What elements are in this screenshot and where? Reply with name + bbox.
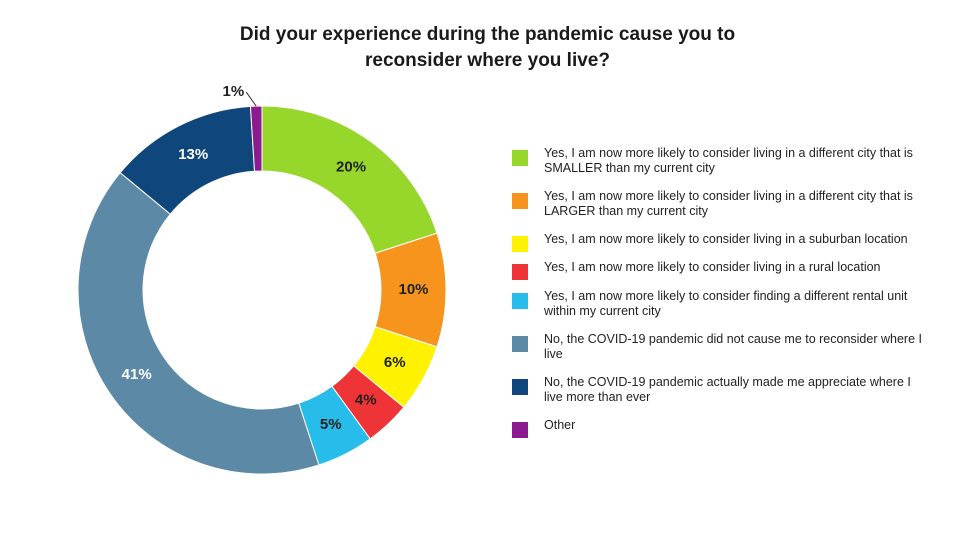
legend-label-other: Other (544, 418, 576, 432)
slice-label-suburban: 6% (384, 354, 406, 371)
legend-swatch-rental-unit (512, 293, 528, 309)
legend-item-rural: Yes, I am now more likely to consider li… (512, 260, 924, 280)
legend-label-rural: Yes, I am now more likely to consider li… (544, 260, 881, 274)
slice-label-no-reconsider: 41% (122, 366, 152, 383)
legend-label-no-reconsider: No, the COVID-19 pandemic did not cause … (544, 332, 922, 361)
slice-label-rental-unit: 5% (320, 416, 342, 433)
slice-label-appreciate: 13% (178, 146, 208, 163)
slice-smaller-city (261, 105, 438, 254)
slice-no-reconsider (77, 172, 320, 475)
legend-swatch-other (512, 422, 528, 438)
legend-swatch-no-reconsider (512, 336, 528, 352)
legend-item-suburban: Yes, I am now more likely to consider li… (512, 232, 924, 252)
chart-title-line-2: reconsider where you live? (365, 50, 610, 71)
legend-item-appreciate: No, the COVID-19 pandemic actually made … (512, 375, 924, 405)
slice-label-rural: 4% (355, 391, 377, 408)
slice-other (249, 105, 263, 172)
legend-item-rental-unit: Yes, I am now more likely to consider fi… (512, 289, 924, 319)
slice-label-larger-city: 10% (398, 281, 428, 298)
legend-swatch-rural (512, 264, 528, 280)
legend-swatch-smaller-city (512, 150, 528, 166)
leader-line-other (245, 91, 257, 107)
legend-label-smaller-city: Yes, I am now more likely to consider li… (544, 146, 913, 175)
chart-title-line-1: Did your experience during the pandemic … (239, 24, 736, 45)
legend-label-rental-unit: Yes, I am now more likely to consider fi… (544, 289, 908, 318)
slice-label-smaller-city: 20% (336, 158, 366, 175)
legend-label-appreciate: No, the COVID-19 pandemic actually made … (544, 375, 911, 404)
legend-item-larger-city: Yes, I am now more likely to consider li… (512, 189, 924, 219)
legend-item-smaller-city: Yes, I am now more likely to consider li… (512, 146, 924, 176)
legend-item-other: Other (512, 418, 924, 438)
legend-swatch-suburban (512, 236, 528, 252)
legend-item-no-reconsider: No, the COVID-19 pandemic did not cause … (512, 332, 924, 362)
chart-title: Did your experience during the pandemic … (0, 22, 975, 74)
legend-label-suburban: Yes, I am now more likely to consider li… (544, 232, 908, 246)
legend-swatch-appreciate (512, 379, 528, 395)
slice-label-other: 1% (223, 83, 245, 100)
legend-label-larger-city: Yes, I am now more likely to consider li… (544, 189, 913, 218)
legend-swatch-larger-city (512, 193, 528, 209)
